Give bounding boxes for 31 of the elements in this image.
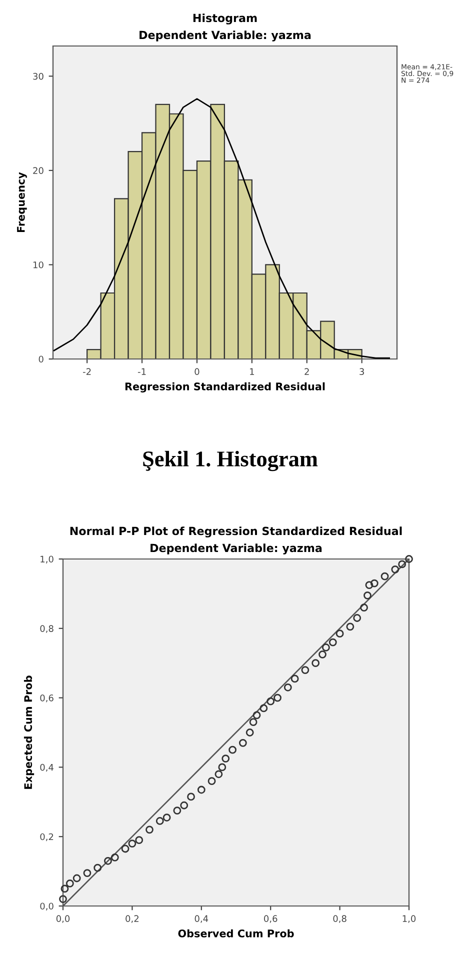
x-axis-title: Regression Standardized Residual xyxy=(125,382,325,392)
chart-subtitle: Dependent Variable: yazma xyxy=(150,544,322,554)
x-tick-label: 1 xyxy=(250,368,254,375)
y-tick-label: 0 xyxy=(38,356,44,363)
y-tick-label: 30 xyxy=(33,72,44,80)
y-tick-label: 0,0 xyxy=(40,902,54,910)
x-tick-label: 2 xyxy=(304,368,309,375)
y-tick-label: 0,4 xyxy=(40,764,54,772)
x-tick-label: 0,6 xyxy=(264,915,278,923)
x-tick-label: 1,0 xyxy=(402,915,416,923)
x-tick-label: 0,0 xyxy=(56,915,70,923)
x-tick-label: 0,8 xyxy=(333,915,346,923)
x-tick-label: 0,4 xyxy=(194,915,208,923)
chart-title: Normal P-P Plot of Regression Standardized Residual xyxy=(70,526,402,538)
y-axis-title: Expected Cum Prob xyxy=(24,676,34,789)
y-tick-label: 1,0 xyxy=(40,556,54,564)
x-tick-label: 3 xyxy=(360,368,364,376)
x-axis-title: Observed Cum Prob xyxy=(178,929,294,938)
x-tick-label: 0,2 xyxy=(126,915,138,923)
y-tick-label: 0,8 xyxy=(40,625,54,633)
x-tick-label: -1 xyxy=(138,368,146,375)
chart-subtitle: Dependent Variable: yazma xyxy=(140,30,311,42)
y-tick-label: 0,2 xyxy=(40,833,54,842)
y-axis-title: Frequency xyxy=(17,172,27,232)
x-tick-label: 0 xyxy=(194,368,200,376)
y-tick-label: 10 xyxy=(33,261,44,268)
y-tick-label: 20 xyxy=(33,167,44,174)
chart-title: Histogram xyxy=(193,14,257,24)
y-tick-label: 0,6 xyxy=(40,694,54,702)
x-tick-label: -2 xyxy=(83,368,91,375)
text: Şekil 1. Histogram xyxy=(143,450,318,472)
